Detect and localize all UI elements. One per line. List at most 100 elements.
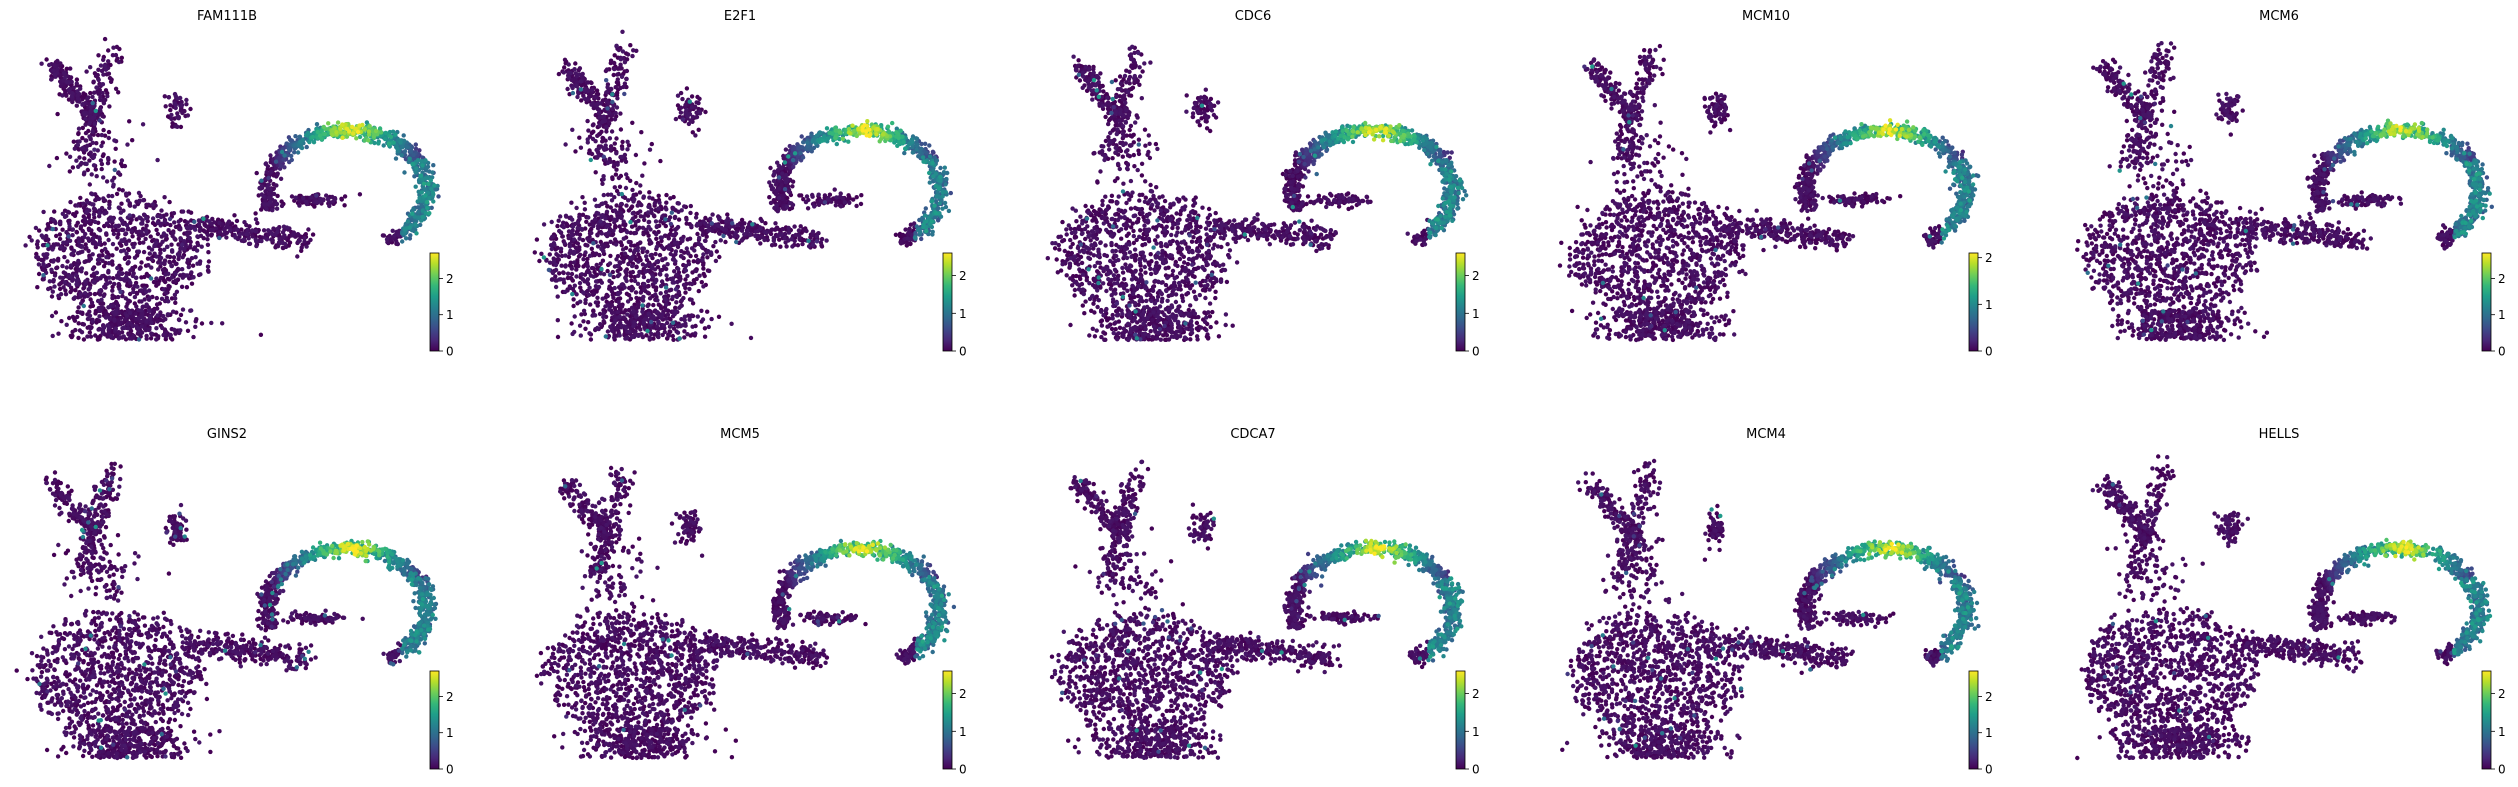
cell-point — [63, 75, 67, 79]
cell-point — [173, 272, 177, 276]
cell-point — [576, 221, 580, 225]
cell-point — [604, 129, 608, 133]
cell-point — [99, 63, 103, 67]
cell-point — [413, 170, 417, 174]
cell-point — [607, 287, 611, 291]
cell-point — [181, 209, 185, 213]
cell-point — [156, 282, 160, 286]
cell-point — [558, 214, 562, 218]
cell-point — [376, 141, 380, 145]
cell-point — [64, 292, 68, 296]
cell-point — [242, 237, 246, 241]
cell-point — [631, 270, 635, 274]
cell-point — [71, 315, 75, 319]
cell-point — [626, 52, 630, 56]
cell-point — [684, 264, 688, 268]
cell-point — [619, 211, 623, 215]
cell-point — [110, 178, 114, 182]
cell-point — [655, 298, 659, 302]
cell-point — [563, 241, 567, 245]
cell-point — [66, 210, 70, 214]
cell-point — [169, 333, 173, 337]
cell-point — [100, 274, 104, 278]
cell-point — [402, 170, 406, 174]
cell-point — [78, 196, 82, 200]
cell-point — [548, 252, 552, 256]
cell-point — [98, 95, 102, 99]
cell-point — [584, 220, 588, 224]
cell-point — [115, 235, 119, 239]
cell-point — [131, 324, 135, 328]
cell-point — [180, 267, 184, 271]
cell-point — [169, 113, 173, 117]
cell-point — [68, 66, 72, 70]
scatter-points — [23, 37, 440, 342]
cell-point — [83, 291, 87, 295]
cell-point — [614, 326, 618, 330]
cell-point — [266, 176, 270, 180]
cell-point — [725, 212, 729, 216]
cell-point — [253, 211, 257, 215]
cell-point — [126, 326, 130, 330]
cell-point — [94, 109, 98, 113]
cell-point — [594, 300, 598, 304]
cell-point — [107, 136, 111, 140]
cell-point — [148, 251, 152, 255]
cell-point — [645, 304, 649, 308]
cell-point — [265, 185, 269, 189]
cell-point — [76, 221, 80, 225]
cell-point — [642, 275, 646, 279]
cell-point — [186, 258, 190, 262]
cell-point — [647, 190, 651, 194]
cell-point — [550, 235, 554, 239]
cell-point — [70, 94, 74, 98]
cell-point — [556, 294, 560, 298]
cell-point — [690, 325, 694, 329]
cell-point — [859, 193, 863, 197]
cell-point — [203, 229, 207, 233]
cell-point — [119, 211, 123, 215]
cell-point — [602, 319, 606, 323]
cell-point — [45, 227, 49, 231]
cell-point — [91, 141, 95, 145]
cell-point — [570, 233, 574, 237]
cell-point — [114, 147, 118, 151]
cell-point — [92, 80, 96, 84]
cell-point — [76, 305, 80, 309]
cell-point — [84, 138, 88, 142]
cell-point — [599, 262, 603, 266]
cell-point — [362, 127, 366, 131]
cell-point — [106, 48, 110, 52]
cell-point — [693, 331, 697, 335]
cell-point — [206, 243, 210, 247]
cell-point — [35, 285, 39, 289]
cell-point — [705, 255, 709, 259]
cell-point — [66, 234, 70, 238]
cell-point — [354, 136, 358, 140]
cell-point — [76, 259, 80, 263]
cell-point — [431, 199, 435, 203]
cell-point — [115, 247, 119, 251]
cell-point — [39, 258, 43, 262]
cell-point — [318, 133, 322, 137]
cell-point — [144, 230, 148, 234]
cell-point — [268, 153, 272, 157]
cell-point — [642, 287, 646, 291]
cell-point — [120, 56, 124, 60]
cell-point — [172, 236, 176, 240]
cell-point — [315, 122, 319, 126]
cell-point — [95, 174, 99, 178]
cell-point — [715, 249, 719, 253]
cell-point — [343, 194, 347, 198]
cell-point — [847, 201, 851, 205]
cell-point — [217, 236, 221, 240]
cell-point — [75, 77, 79, 81]
cell-point — [406, 219, 410, 223]
cell-point — [810, 193, 814, 197]
cell-point — [408, 226, 412, 230]
cell-point — [653, 201, 657, 205]
cell-point — [137, 191, 141, 195]
cell-point — [638, 190, 642, 194]
cell-point — [117, 60, 121, 64]
